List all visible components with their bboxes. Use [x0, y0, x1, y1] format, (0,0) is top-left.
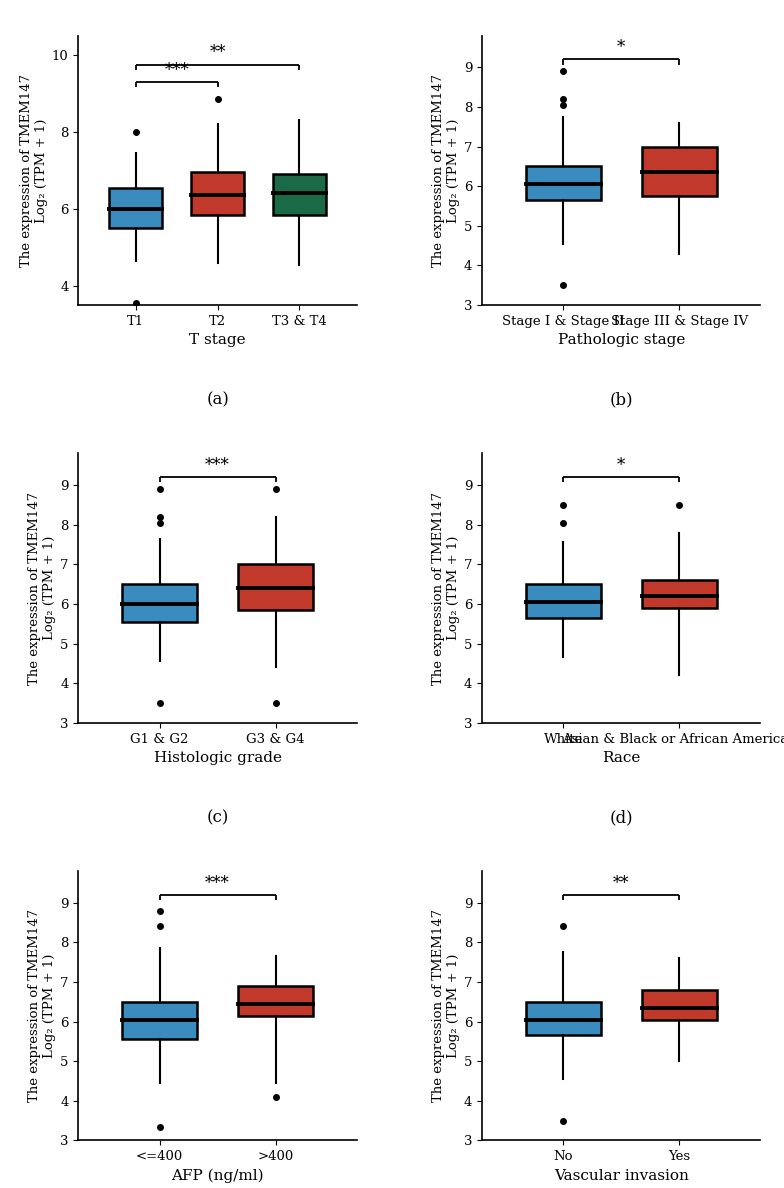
- X-axis label: AFP (ng/ml): AFP (ng/ml): [171, 1169, 264, 1183]
- X-axis label: T stage: T stage: [189, 334, 246, 347]
- Text: (c): (c): [206, 809, 229, 826]
- Text: (d): (d): [609, 809, 633, 826]
- Bar: [525, 166, 601, 200]
- Text: *: *: [617, 39, 626, 56]
- Y-axis label: The expression of TMEM147
Log₂ (TPM + 1): The expression of TMEM147 Log₂ (TPM + 1): [432, 909, 459, 1102]
- Bar: [525, 1001, 601, 1036]
- Text: ***: ***: [205, 457, 230, 474]
- Bar: [641, 146, 717, 196]
- Bar: [273, 175, 326, 215]
- Text: (b): (b): [609, 391, 633, 409]
- X-axis label: Pathologic stage: Pathologic stage: [557, 334, 685, 347]
- X-axis label: Race: Race: [602, 751, 641, 765]
- X-axis label: Vascular invasion: Vascular invasion: [554, 1169, 688, 1183]
- Bar: [109, 188, 162, 228]
- X-axis label: Histologic grade: Histologic grade: [154, 751, 281, 765]
- Y-axis label: The expression of TMEM147
Log₂ (TPM + 1): The expression of TMEM147 Log₂ (TPM + 1): [432, 74, 459, 267]
- Y-axis label: The expression of TMEM147
Log₂ (TPM + 1): The expression of TMEM147 Log₂ (TPM + 1): [28, 492, 56, 684]
- Bar: [191, 172, 244, 215]
- Bar: [122, 584, 198, 621]
- Text: **: **: [613, 874, 630, 891]
- Y-axis label: The expression of TMEM147
Log₂ (TPM + 1): The expression of TMEM147 Log₂ (TPM + 1): [28, 909, 56, 1102]
- Text: **: **: [209, 44, 226, 62]
- Bar: [641, 990, 717, 1019]
- Text: ***: ***: [165, 62, 189, 78]
- Text: (a): (a): [206, 391, 229, 409]
- Bar: [238, 986, 314, 1016]
- Y-axis label: The expression of TMEM147
Log₂ (TPM + 1): The expression of TMEM147 Log₂ (TPM + 1): [432, 492, 459, 684]
- Bar: [525, 584, 601, 618]
- Text: *: *: [617, 457, 626, 474]
- Y-axis label: The expression of TMEM147
Log₂ (TPM + 1): The expression of TMEM147 Log₂ (TPM + 1): [20, 74, 48, 267]
- Text: ***: ***: [205, 874, 230, 891]
- Bar: [122, 1001, 198, 1040]
- Bar: [641, 580, 717, 608]
- Bar: [238, 564, 314, 609]
